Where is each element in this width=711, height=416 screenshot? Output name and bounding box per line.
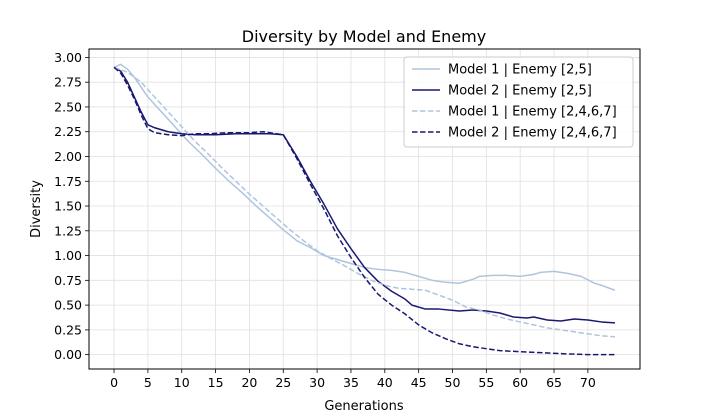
legend-entry-label: Model 1 | Enemy [2,5] [448, 63, 592, 78]
y-tick-label: 2.25 [54, 124, 82, 139]
x-tick-label: 65 [546, 375, 562, 390]
y-tick-label: 1.25 [54, 223, 82, 238]
x-tick-label: 55 [478, 375, 494, 390]
x-tick-label: 40 [377, 375, 393, 390]
x-tick-label: 60 [512, 375, 528, 390]
x-axis-label: Generations [324, 399, 404, 414]
series-line-2 [113, 66, 616, 324]
x-tick-label: 15 [208, 375, 224, 390]
y-tick-label: 1.75 [54, 174, 82, 189]
legend-entry-label: Model 2 | Enemy [2,5] [448, 84, 592, 99]
legend-entry-label: Model 2 | Enemy [2,4,6,7] [448, 126, 617, 141]
series-layer [113, 63, 616, 356]
y-tick-label: 0.00 [54, 347, 82, 362]
plot-frame [88, 48, 641, 370]
x-tick-label: 30 [309, 375, 325, 390]
y-tick-label: 3.00 [54, 50, 82, 65]
x-tick-label: 0 [110, 375, 118, 390]
x-tick-label: 5 [144, 375, 152, 390]
y-axis-label: Diversity [29, 180, 44, 238]
chart-title: Diversity by Model and Enemy [242, 27, 486, 46]
y-tick-label: 2.00 [54, 149, 82, 164]
y-tick-label: 0.75 [54, 273, 82, 288]
x-tick-label: 20 [241, 375, 257, 390]
series-line-1 [113, 63, 616, 291]
x-tick-label: 35 [343, 375, 359, 390]
y-tick-label: 0.25 [54, 322, 82, 337]
legend-box [403, 56, 634, 148]
series-line-4 [113, 66, 615, 356]
x-tick-label: 70 [580, 375, 596, 390]
y-tick-label: 2.75 [54, 75, 82, 90]
y-tick-label: 1.00 [54, 248, 82, 263]
x-tick-label: 25 [275, 375, 291, 390]
y-tick-label: 0.50 [54, 298, 82, 313]
legend-entry-label: Model 1 | Enemy [2,4,6,7] [448, 105, 617, 120]
y-tick-label: 1.50 [54, 199, 82, 214]
x-tick-label: 10 [174, 375, 190, 390]
legend: Model 1 | Enemy [2,5] Model 2 | Enemy [2,… [403, 56, 634, 148]
x-tick-label: 45 [411, 375, 427, 390]
x-tick-label: 50 [445, 375, 461, 390]
y-tick-label: 2.50 [54, 99, 82, 114]
tick-layer: 0 5 10 15 20 25 30 35 40 45 50 55 60 65 70 0.00 0.25 0.50… [54, 50, 596, 390]
